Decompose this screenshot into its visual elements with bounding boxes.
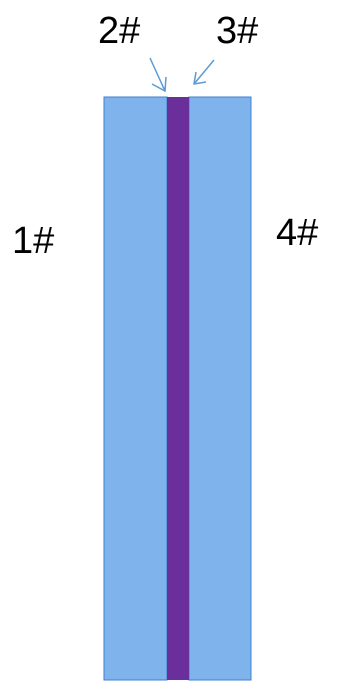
outer-layer-right (188, 96, 252, 681)
label-region-4: 4# (276, 212, 319, 254)
core-layer (167, 97, 189, 680)
arrow-3 (193, 59, 215, 85)
arrow-2 (149, 57, 167, 93)
label-region-2: 2# (98, 10, 141, 52)
outer-layer-left (103, 96, 168, 681)
label-region-1: 1# (12, 220, 55, 262)
label-region-3: 3# (216, 10, 259, 52)
